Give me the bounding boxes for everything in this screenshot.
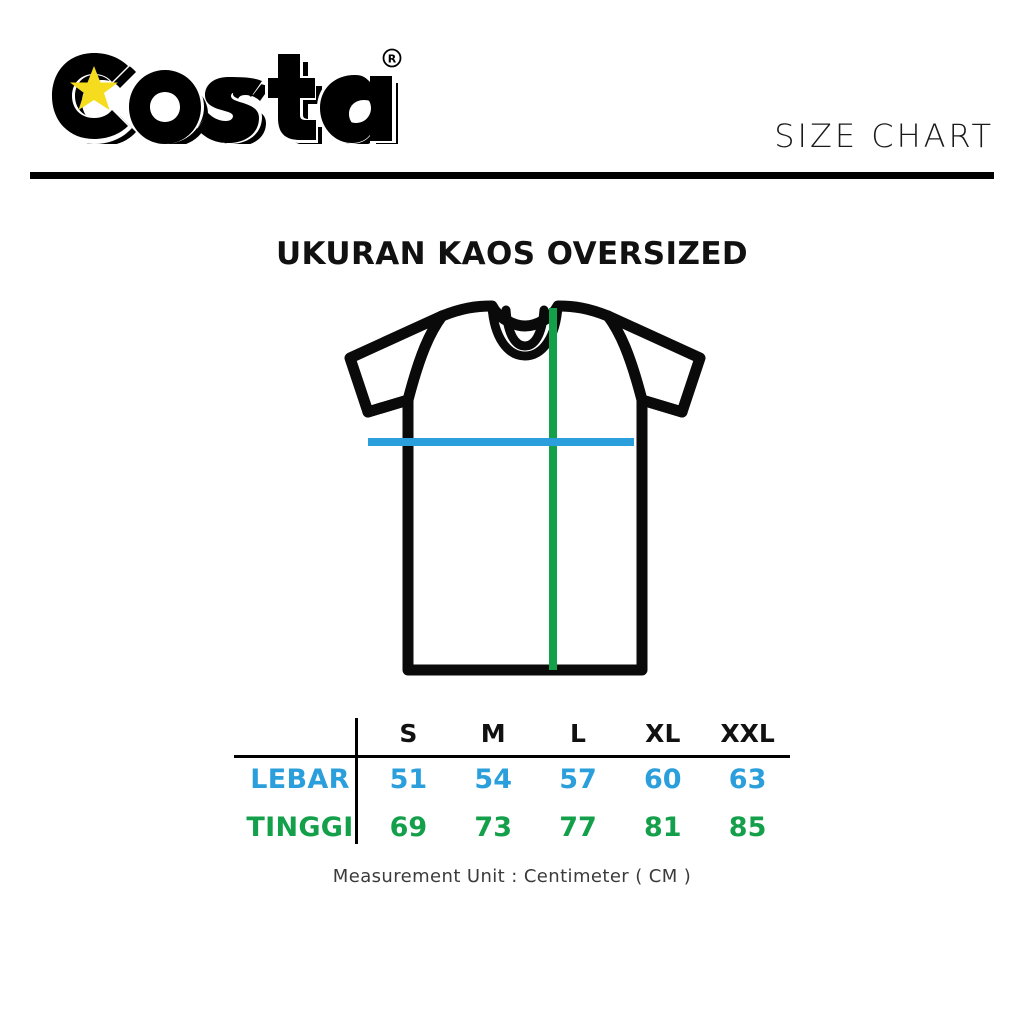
page-header: R SIZE CHART (0, 0, 1024, 190)
table-row: TINGGI 69 73 77 81 85 (234, 803, 790, 851)
table-corner-cell (234, 712, 366, 755)
size-header-m: M (480, 719, 506, 748)
size-chart-heading: SIZE CHART (774, 117, 994, 155)
tinggi-value-xl: 81 (644, 811, 682, 843)
star-icon (70, 66, 118, 110)
lebar-value-s: 51 (389, 763, 428, 795)
measurement-unit-note: Measurement Unit : Centimeter ( CM ) (332, 866, 692, 887)
registered-trademark-icon: R (382, 48, 402, 68)
size-header-xxl: XXL (720, 719, 775, 748)
svg-text:R: R (388, 53, 397, 66)
tinggi-value-m: 73 (474, 811, 512, 843)
lebar-value-l: 57 (559, 763, 597, 795)
width-measure-line (368, 438, 634, 446)
row-label-tinggi: TINGGI (246, 811, 354, 843)
lebar-value-m: 54 (474, 763, 512, 795)
lebar-value-xxl: 63 (728, 763, 767, 795)
lebar-value-xl: 60 (644, 763, 682, 795)
size-header-s: S (399, 719, 418, 748)
tshirt-outline-icon (344, 300, 706, 676)
table-header-row: S M L XL XXL (234, 712, 790, 755)
tinggi-value-s: 69 (389, 811, 428, 843)
size-header-l: L (570, 719, 586, 748)
header-divider (30, 172, 994, 179)
size-table: S M L XL XXL LEBAR 51 54 57 60 63 TINGGI (234, 712, 790, 852)
brand-logo: R (44, 44, 404, 144)
page-title: UKURAN KAOS OVERSIZED (275, 236, 749, 272)
table-label-divider (355, 718, 358, 844)
table-row: LEBAR 51 54 57 60 63 (234, 755, 790, 803)
tinggi-value-xxl: 85 (728, 811, 767, 843)
table-header-divider (234, 755, 790, 758)
height-measure-line (549, 308, 557, 670)
tshirt-illustration (270, 288, 730, 688)
size-header-xl: XL (645, 719, 681, 748)
tinggi-value-l: 77 (559, 811, 597, 843)
row-label-lebar: LEBAR (250, 763, 350, 795)
